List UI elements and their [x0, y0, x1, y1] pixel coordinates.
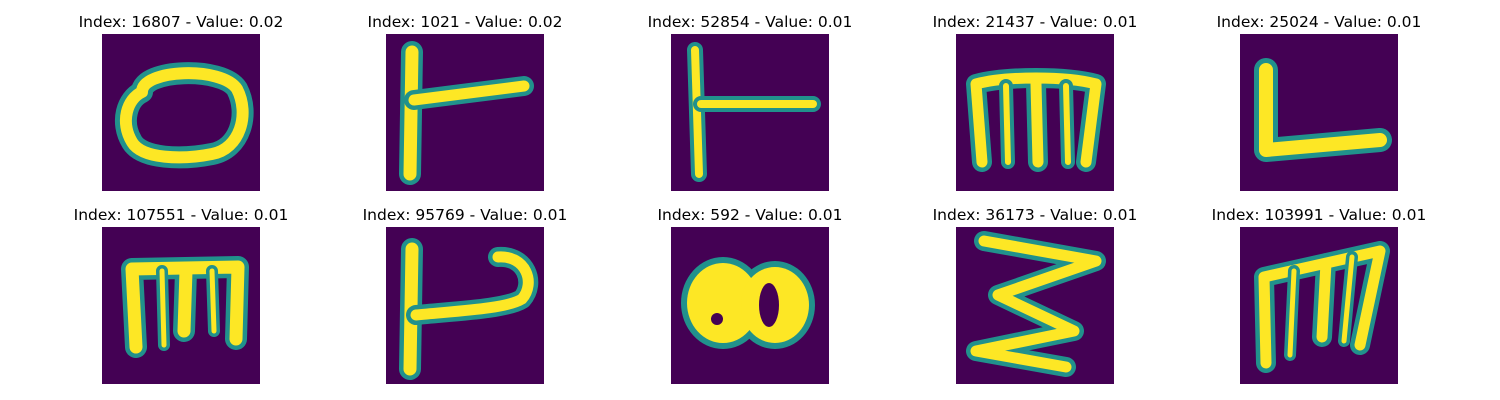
panel-title: Index: 52854 - Value: 0.01	[647, 13, 853, 31]
digit-image-t-side-thin	[671, 34, 829, 191]
image-panel-6: Index: 107551 - Value: 0.01	[66, 205, 296, 385]
digit-image-k-curve	[386, 227, 544, 384]
digit-image-blob-eight	[671, 227, 829, 384]
panel-title: Index: 1021 - Value: 0.02	[367, 13, 563, 31]
image-panel-2: Index: 1021 - Value: 0.02	[350, 12, 580, 192]
digit-image-m-slanted	[1240, 227, 1398, 384]
panel-title: Index: 103991 - Value: 0.01	[1211, 206, 1427, 224]
panel-title: Index: 95769 - Value: 0.01	[362, 206, 568, 224]
digit-image-o-loop	[102, 34, 260, 191]
panel-title: Index: 107551 - Value: 0.01	[73, 206, 289, 224]
digit-image-t-side	[386, 34, 544, 191]
panel-title: Index: 36173 - Value: 0.01	[932, 206, 1138, 224]
panel-title: Index: 25024 - Value: 0.01	[1216, 13, 1422, 31]
image-panel-10: Index: 103991 - Value: 0.01	[1204, 205, 1434, 385]
image-panel-3: Index: 52854 - Value: 0.01	[635, 12, 865, 192]
image-panel-4: Index: 21437 - Value: 0.01	[920, 12, 1150, 192]
image-panel-7: Index: 95769 - Value: 0.01	[350, 205, 580, 385]
digit-image-m-letter-boxed	[102, 227, 260, 384]
digit-image-m-letter	[956, 34, 1114, 191]
panel-title: Index: 16807 - Value: 0.02	[78, 13, 284, 31]
image-panel-8: Index: 592 - Value: 0.01	[635, 205, 865, 385]
digit-image-l-letter	[1240, 34, 1398, 191]
image-panel-1: Index: 16807 - Value: 0.02	[66, 12, 296, 192]
image-panel-9: Index: 36173 - Value: 0.01	[920, 205, 1150, 385]
panel-title: Index: 21437 - Value: 0.01	[932, 13, 1138, 31]
digit-image-z-zigzag	[956, 227, 1114, 384]
image-panel-5: Index: 25024 - Value: 0.01	[1204, 12, 1434, 192]
panel-title: Index: 592 - Value: 0.01	[657, 206, 843, 224]
